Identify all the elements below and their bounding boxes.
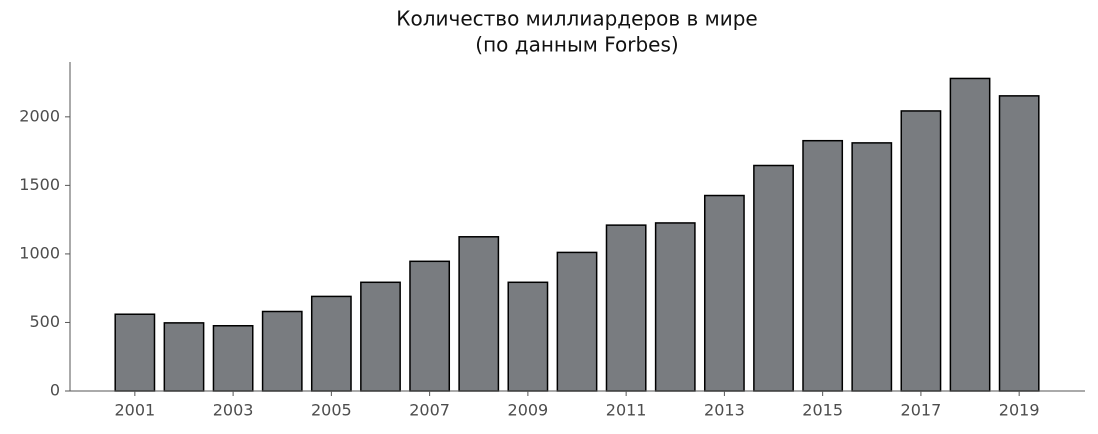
y-tick-label: 500: [29, 312, 60, 331]
y-tick-label: 1500: [19, 175, 60, 194]
bar: [507, 281, 549, 392]
y-tick-label: 0: [50, 381, 60, 400]
x-tick-label: 2005: [311, 401, 352, 420]
bar: [605, 224, 647, 392]
x-tick-label: 2019: [999, 401, 1040, 420]
bar: [998, 95, 1040, 392]
x-tick-label: 2011: [606, 401, 647, 420]
x-tick-label: 2009: [508, 401, 549, 420]
bar: [703, 194, 745, 392]
chart-title: Количество миллиардеров в мире: [396, 7, 757, 31]
bar: [360, 281, 401, 392]
bar: [949, 77, 991, 392]
bar: [458, 236, 500, 392]
bar: [753, 164, 794, 392]
bar: [114, 313, 156, 392]
x-tick-label: 2001: [114, 401, 155, 420]
bar: [261, 310, 303, 392]
bar: [409, 260, 451, 392]
bar: [310, 295, 352, 392]
bar: [900, 110, 942, 392]
y-tick-label: 2000: [19, 106, 60, 125]
bar: [802, 139, 844, 392]
bar: [851, 142, 893, 392]
x-tick-label: 2015: [802, 401, 843, 420]
x-tick-label: 2017: [901, 401, 942, 420]
y-tick-label: 1000: [19, 243, 60, 262]
x-tick-label: 2003: [213, 401, 254, 420]
chart-subtitle: (по данным Forbes): [475, 33, 678, 57]
x-tick-label: 2013: [704, 401, 745, 420]
bar: [163, 322, 205, 392]
x-tick-label: 2007: [409, 401, 450, 420]
bar: [654, 222, 696, 392]
bar: [556, 251, 598, 392]
bar: [212, 324, 254, 392]
